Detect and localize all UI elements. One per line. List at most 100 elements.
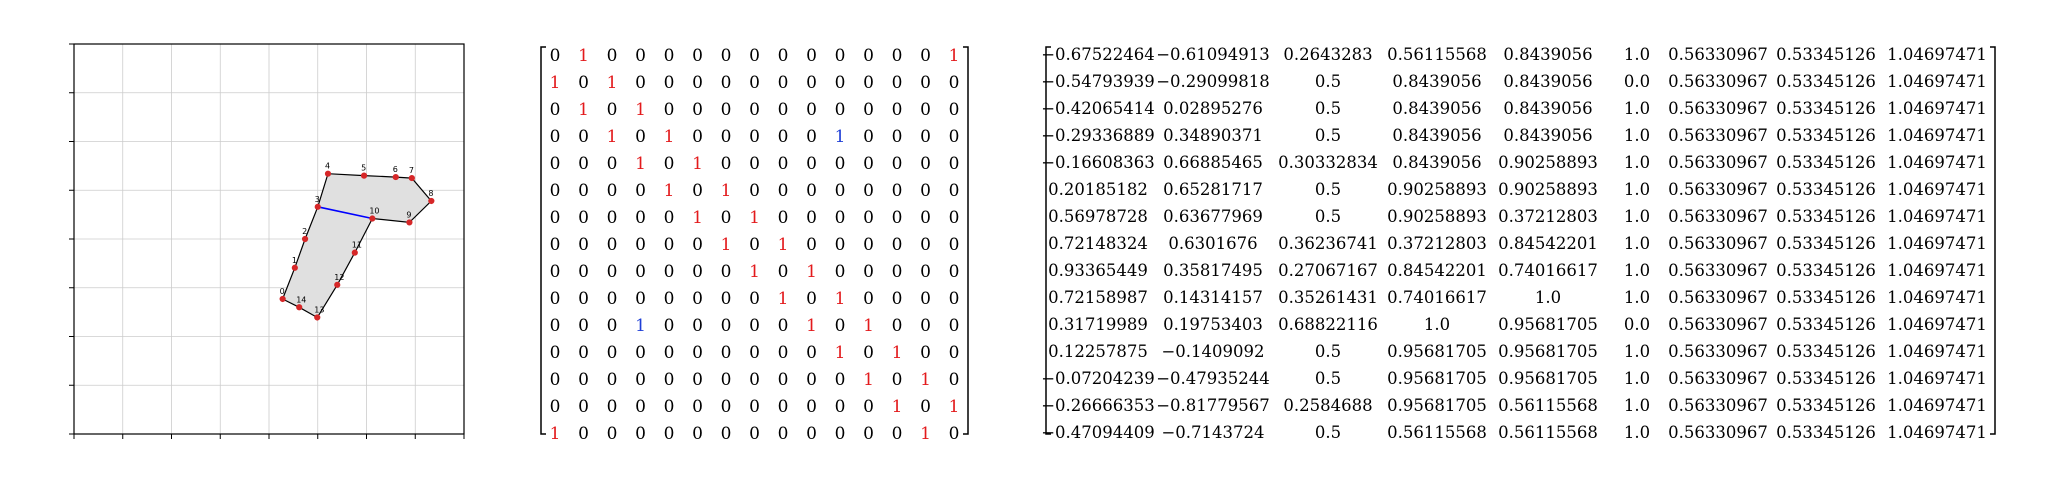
feature-left-bracket: [1045, 46, 1051, 435]
feature-cell: 0.8439056: [1392, 99, 1481, 118]
feature-cell: 0.5: [1315, 342, 1341, 361]
adjacency-cell: 0: [578, 289, 589, 309]
feature-cell: 0.95681705: [1387, 369, 1487, 388]
feature-cell: 1.0: [1624, 207, 1650, 226]
feature-cell: 1.04697471: [1887, 261, 1987, 280]
adjacency-cell: 0: [949, 235, 960, 255]
feature-cell: 0.95681705: [1387, 342, 1487, 361]
feature-cell: 0.35261431: [1278, 288, 1378, 307]
adjacency-cell: 0: [892, 289, 903, 309]
vertex-marker: [324, 170, 332, 177]
adjacency-cell: 0: [835, 100, 846, 120]
feature-cell: 1.0: [1624, 396, 1650, 415]
feature-cell: −0.67522464: [1041, 45, 1155, 64]
feature-cell: 0.66885465: [1163, 153, 1263, 172]
adjacency-cell: 0: [664, 397, 675, 417]
adjacency-cell: 0: [664, 73, 675, 93]
adjacency-cell: 0: [920, 397, 931, 417]
feature-cell: 0.56330967: [1668, 72, 1768, 91]
adjacency-cell: 0: [664, 154, 675, 174]
feature-cell: 0.53345126: [1776, 261, 1876, 280]
adjacency-cell: 0: [607, 424, 618, 444]
feature-cell: 0.8439056: [1392, 126, 1481, 145]
adjacency-cell: 0: [778, 424, 789, 444]
feature-cell: 0.56330967: [1668, 396, 1768, 415]
adjacency-cell: 1: [635, 154, 646, 174]
feature-cell: 0.20185182: [1048, 180, 1148, 199]
adjacency-cell: 0: [949, 289, 960, 309]
adjacency-cell: 1: [892, 397, 903, 417]
adjacency-cell: 1: [692, 208, 703, 228]
vertex-label: 5: [361, 164, 366, 173]
feature-cell: 0.63677969: [1163, 207, 1263, 226]
feature-cell: −0.29336889: [1041, 126, 1155, 145]
adjacency-cell: 1: [949, 46, 960, 66]
feature-cell: 1.0: [1624, 288, 1650, 307]
feature-cell: 0.65281717: [1163, 180, 1263, 199]
feature-cell: 0.56330967: [1668, 99, 1768, 118]
adjacency-cell: 0: [664, 46, 675, 66]
adjacency-cell: 0: [635, 208, 646, 228]
feature-cell: 1.04697471: [1887, 126, 1987, 145]
adjacency-cell: 0: [920, 289, 931, 309]
adjacency-cell: 0: [721, 424, 732, 444]
adjacency-cell: 0: [920, 208, 931, 228]
adjacency-cell: 0: [863, 46, 874, 66]
feature-cell: 1.04697471: [1887, 342, 1987, 361]
feature-cell: 0.0: [1624, 315, 1650, 334]
adjacency-cell: 0: [892, 370, 903, 390]
adjacency-cell: 0: [863, 424, 874, 444]
adjacency-cell: 0: [578, 127, 589, 147]
adjacency-cell: 0: [806, 343, 817, 363]
adjacency-cell: 0: [778, 73, 789, 93]
adjacency-cell: 0: [778, 397, 789, 417]
feature-cell: 0.36236741: [1278, 234, 1378, 253]
feature-cell: −0.16608363: [1041, 153, 1155, 172]
vertex-marker: [291, 264, 298, 271]
adjacency-cell: 1: [778, 235, 789, 255]
adjacency-cell: 0: [721, 316, 732, 336]
feature-cell: 1.04697471: [1887, 234, 1987, 253]
feature-cell: 0.53345126: [1776, 153, 1876, 172]
adjacency-cell: 0: [892, 154, 903, 174]
adjacency-cell: 0: [892, 424, 903, 444]
adjacency-cell: 0: [607, 397, 618, 417]
adjacency-cell: 0: [920, 154, 931, 174]
feature-cell: 0.84542201: [1387, 261, 1487, 280]
adjacency-cell: 0: [749, 370, 760, 390]
feature-cell: 1.04697471: [1887, 180, 1987, 199]
adjacency-cell: 1: [607, 127, 618, 147]
adjacency-cell: 0: [692, 73, 703, 93]
adjacency-cell: 0: [578, 235, 589, 255]
adjacency-cell: 0: [863, 100, 874, 120]
adjacency-cell: 0: [778, 343, 789, 363]
vertex-label: 7: [409, 166, 414, 175]
feature-cell: 0.5: [1315, 207, 1341, 226]
adjacency-cell: 0: [721, 46, 732, 66]
feature-cell: 0.95681705: [1498, 342, 1598, 361]
feature-cell: 1.04697471: [1887, 396, 1987, 415]
feature-cell: 0.8439056: [1503, 45, 1592, 64]
feature-cell: 0.84542201: [1498, 234, 1598, 253]
adjacency-cell: 0: [835, 262, 846, 282]
adjacency-cell: 1: [721, 235, 732, 255]
feature-cell: 0.56330967: [1668, 342, 1768, 361]
adjacency-cell: 0: [721, 397, 732, 417]
adjacency-cell: 0: [664, 316, 675, 336]
vertex-label: 12: [334, 273, 344, 282]
adjacency-cell: 0: [863, 127, 874, 147]
adjacency-cell: 0: [664, 370, 675, 390]
adjacency-cell: 0: [692, 46, 703, 66]
feature-cell: 0.37212803: [1387, 234, 1487, 253]
adjacency-cell: 0: [778, 100, 789, 120]
adjacency-cell: 0: [949, 208, 960, 228]
highlighted-edge: [317, 206, 373, 220]
feature-cell: 0.53345126: [1776, 342, 1876, 361]
adjacency-cell: 0: [863, 235, 874, 255]
feature-cell: 0.8439056: [1503, 72, 1592, 91]
adjacency-cell: 0: [578, 73, 589, 93]
feature-cell: 0.5: [1315, 423, 1341, 442]
adjacency-cell: 1: [721, 181, 732, 201]
feature-cell: 0.53345126: [1776, 423, 1876, 442]
feature-cell: 0.0: [1624, 72, 1650, 91]
